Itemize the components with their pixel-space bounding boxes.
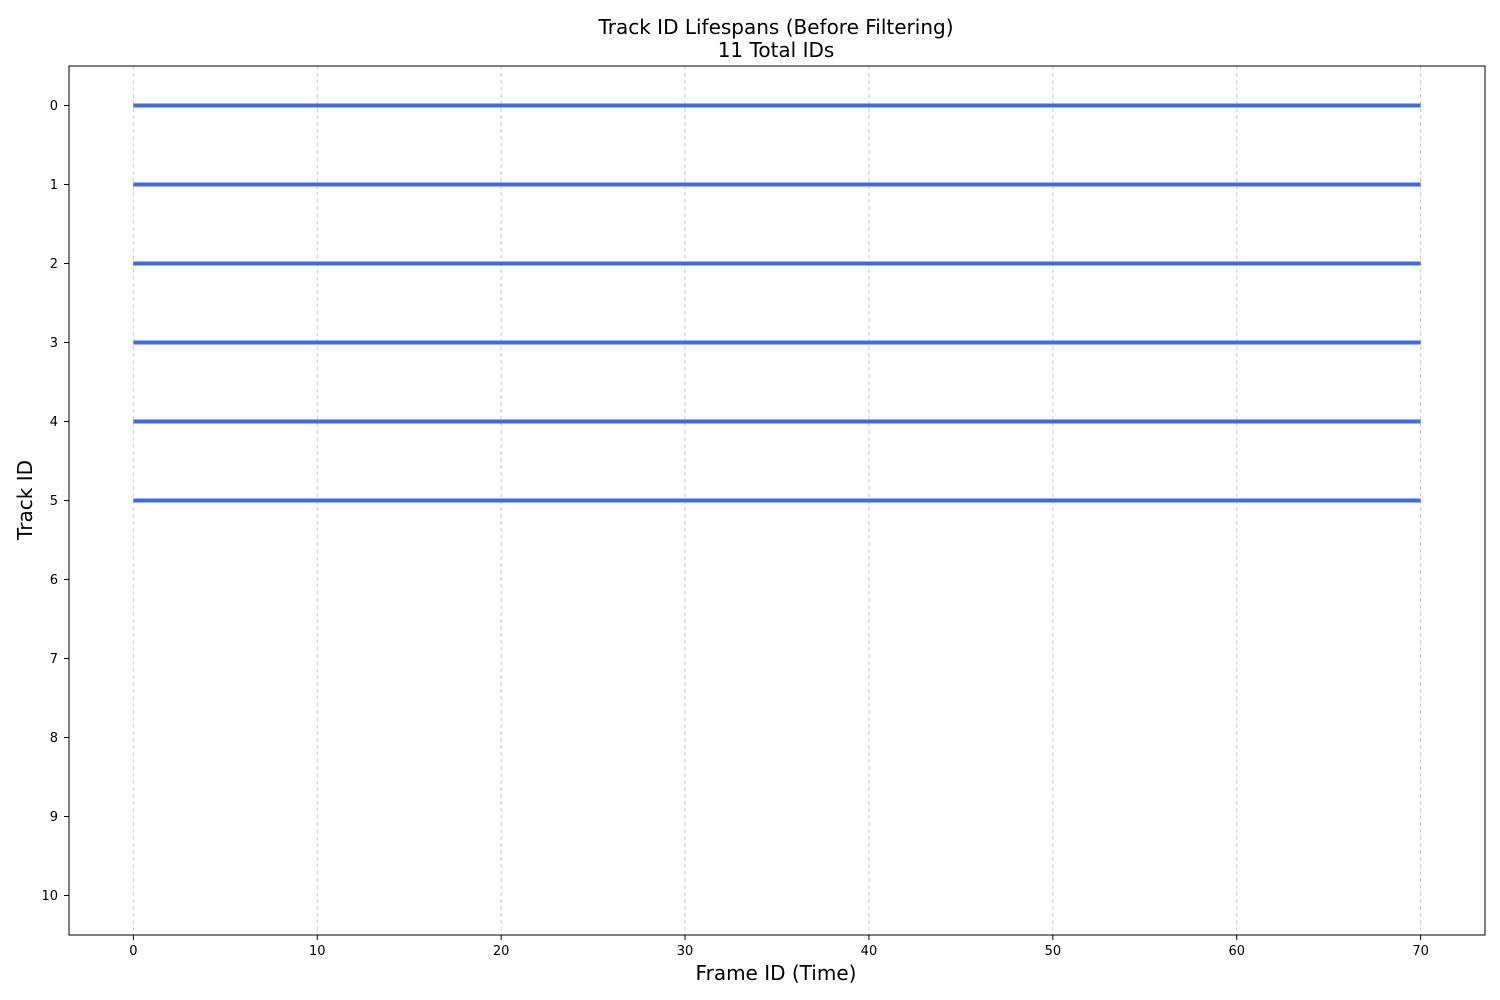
x-tick-label: 40 <box>861 944 878 959</box>
y-tick-label: 8 <box>50 731 58 746</box>
x-axis-ticks: 0 10 20 30 40 50 60 70 <box>129 935 1429 959</box>
x-tick-label: 30 <box>677 944 694 959</box>
y-tick-label: 4 <box>50 415 58 430</box>
y-axis-ticks: 0 1 2 3 4 5 6 7 8 9 10 <box>41 99 69 904</box>
chart-subtitle: 11 Total IDs <box>718 38 835 62</box>
x-tick-label: 60 <box>1228 944 1245 959</box>
y-tick-label: 0 <box>50 99 58 114</box>
y-tick-label: 5 <box>50 494 58 509</box>
x-tick-label: 50 <box>1045 944 1062 959</box>
y-tick-label: 3 <box>50 336 58 351</box>
x-tick-label: 10 <box>309 944 326 959</box>
chart-title: Track ID Lifespans (Before Filtering) <box>597 15 953 39</box>
lifespan-bars <box>133 103 1421 503</box>
y-tick-label: 10 <box>41 889 58 904</box>
x-axis-label: Frame ID (Time) <box>696 961 857 985</box>
x-tick-label: 20 <box>493 944 510 959</box>
y-tick-label: 9 <box>50 810 58 825</box>
y-tick-label: 7 <box>50 652 58 667</box>
x-tick-label: 70 <box>1412 944 1429 959</box>
y-axis-label: Track ID <box>13 460 37 541</box>
y-tick-label: 6 <box>50 573 58 588</box>
y-tick-label: 1 <box>50 178 58 193</box>
x-tick-label: 0 <box>129 944 137 959</box>
y-tick-label: 2 <box>50 257 58 272</box>
